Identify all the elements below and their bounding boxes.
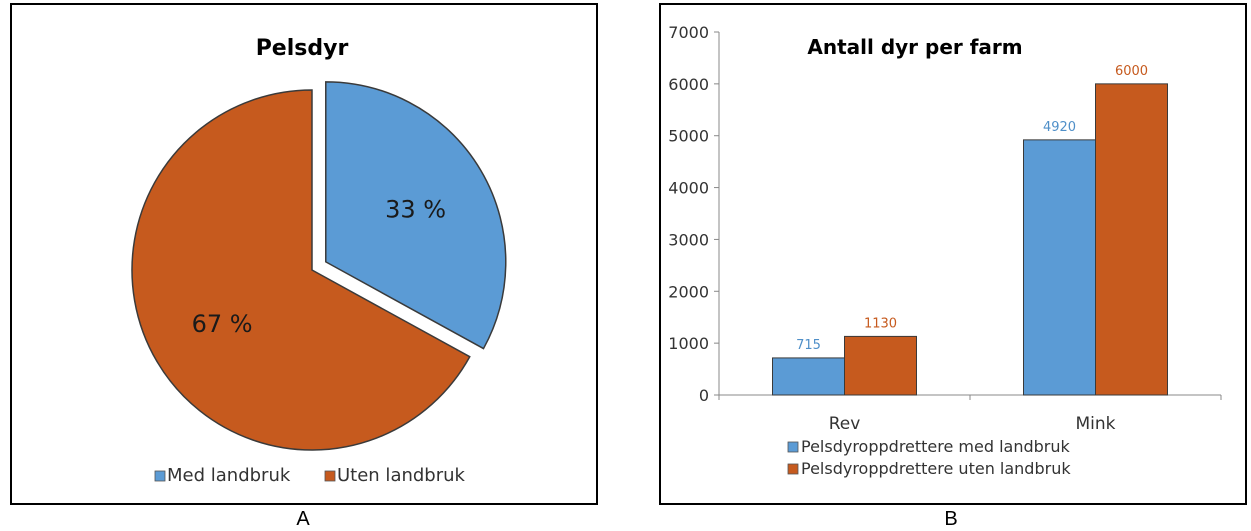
legend-swatch <box>324 470 336 482</box>
y-tick-label: 5000 <box>668 127 709 146</box>
panel-letter-a: A <box>296 508 310 530</box>
y-tick-label: 4000 <box>668 179 709 198</box>
bar-chart-title: Antall dyr per farm <box>807 35 1022 59</box>
bar-chart-panel: Antall dyr per farm 0 1000 2000 3000 4000 500… <box>659 3 1247 505</box>
legend-entry: Pelsdyroppdrettere uten landbruk <box>801 459 1071 478</box>
bar-mink-series-1 <box>1023 139 1096 396</box>
pie-chart-title: Pelsdyr <box>256 36 349 61</box>
y-tick-label: 6000 <box>668 75 709 94</box>
legend-entry: Uten landbruk <box>337 465 466 486</box>
bar-rev-series-2 <box>844 335 917 396</box>
y-tick-label: 0 <box>699 386 709 405</box>
pie-slice-label: 67 % <box>192 310 253 338</box>
y-tick-label: 7000 <box>668 23 709 42</box>
x-tick-label: Rev <box>829 414 861 434</box>
pie-slice-med-landbruk <box>325 81 507 350</box>
legend-swatch <box>154 470 166 482</box>
legend-entry: Pelsdyroppdrettere med landbruk <box>801 437 1071 456</box>
bar-chart: Antall dyr per farm 0 1000 2000 3000 4000 500… <box>668 23 1222 478</box>
pie-slice-label: 33 % <box>385 196 446 224</box>
bar-rev-series-1 <box>772 357 845 396</box>
pie-chart-panel: Pelsdyr 33 % 67 % Med landbruk Uten landbr… <box>10 3 598 505</box>
legend-entry: Med landbruk <box>167 465 291 486</box>
panel-letter-b: B <box>944 508 958 530</box>
y-tick-label: 2000 <box>668 282 709 301</box>
y-tick-label: 3000 <box>668 230 709 249</box>
x-tick-label: Mink <box>1075 414 1115 434</box>
bar-data-label: 4920 <box>1043 120 1076 135</box>
pie-slice-uten-landbruk <box>131 89 471 451</box>
bar-data-label: 6000 <box>1115 64 1148 79</box>
pie-chart: Pelsdyr 33 % 67 % Med landbruk Uten landbr… <box>131 36 507 486</box>
legend-swatch <box>787 463 799 475</box>
bar-mink-series-2 <box>1095 83 1168 396</box>
bar-data-label: 715 <box>796 338 821 353</box>
legend-swatch <box>787 441 799 453</box>
y-tick-label: 1000 <box>668 334 709 353</box>
bar-data-label: 1130 <box>864 316 897 331</box>
